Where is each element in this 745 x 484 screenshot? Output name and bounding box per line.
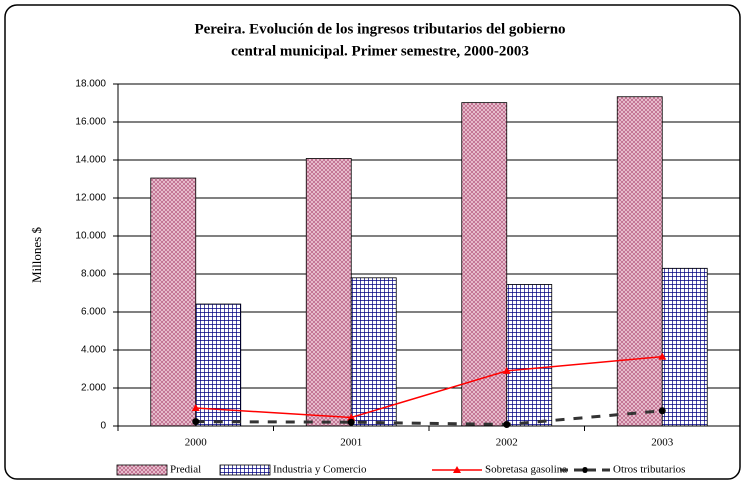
legend-label: Otros tributarios	[613, 464, 685, 476]
bar	[150, 177, 197, 427]
y-tick-label: 12.000	[75, 193, 106, 204]
point	[192, 418, 200, 426]
line	[195, 409, 663, 426]
y-tick-label: 0	[100, 421, 106, 432]
bar	[461, 102, 508, 427]
bar	[350, 277, 397, 427]
y-tick-label: 18.000	[75, 79, 106, 90]
x-tick-label: 2002	[496, 437, 518, 449]
chart-title: central municipal. Primer semestre, 2000…	[231, 43, 529, 59]
bar	[661, 267, 708, 427]
y-tick-label: 2.000	[81, 383, 106, 394]
legend-label: Predial	[170, 464, 201, 476]
legend-marker	[582, 467, 588, 473]
line	[195, 355, 663, 419]
y-axis-label: Millones $	[29, 227, 44, 283]
point	[347, 418, 355, 426]
x-tick-label: 2000	[185, 437, 208, 449]
x-tick-label: 2003	[651, 437, 674, 449]
legend-label: Sobretasa gasolina	[485, 464, 567, 476]
bar	[305, 158, 352, 427]
bar	[195, 303, 242, 427]
legend-swatch	[116, 464, 168, 476]
point	[658, 407, 666, 415]
bar	[616, 96, 663, 427]
y-tick-label: 6.000	[81, 307, 106, 318]
point	[658, 352, 667, 360]
legend-marker	[453, 466, 461, 473]
point	[191, 403, 200, 411]
y-tick-label: 8.000	[81, 269, 106, 280]
point	[503, 420, 511, 428]
point	[347, 413, 356, 421]
y-tick-label: 4.000	[81, 345, 106, 356]
y-tick-label: 16.000	[75, 117, 106, 128]
point	[502, 366, 511, 374]
y-tick-label: 14.000	[75, 155, 106, 166]
legend-swatch	[219, 464, 271, 476]
x-tick-label: 2001	[340, 437, 362, 449]
legend-label: Industria y Comercio	[273, 464, 367, 476]
bar	[506, 284, 553, 427]
chart-title: Pereira. Evolución de los ingresos tribu…	[194, 21, 565, 37]
y-tick-label: 10.000	[75, 231, 106, 242]
